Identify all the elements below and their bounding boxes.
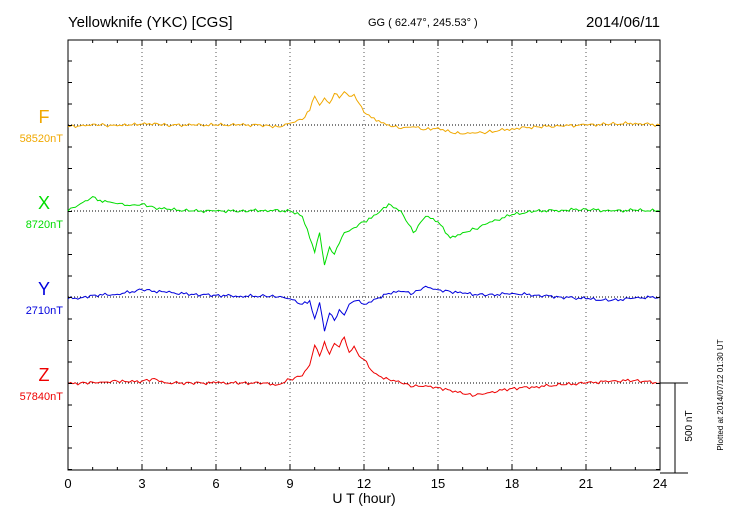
x-tick-label: 0 xyxy=(64,476,71,491)
trace-z xyxy=(67,336,661,397)
trace-y xyxy=(67,285,661,332)
channel-labels: F 58520nT X 8720nT Y 2710nT Z 57840nT xyxy=(20,107,64,403)
channel-y-label: Y xyxy=(38,279,50,299)
x-tick-label: 21 xyxy=(579,476,593,491)
plotted-timestamp: Plotted at 2014/07/12 01:30 UT xyxy=(716,339,725,450)
trace-f xyxy=(67,90,661,135)
x-axis-title: U T (hour) xyxy=(332,490,395,506)
station-coordinates: GG ( 62.47°, 245.53° ) xyxy=(368,17,478,29)
x-tick-label: 12 xyxy=(357,476,371,491)
channel-f-baseline: 58520nT xyxy=(20,133,64,145)
x-axis-ticks: 0 3 6 9 12 15 18 21 24 xyxy=(64,40,667,491)
channel-x-baseline: 8720nT xyxy=(26,219,64,231)
x-tick-label: 24 xyxy=(653,476,667,491)
channel-f-label: F xyxy=(39,107,50,127)
channel-y-baseline: 2710nT xyxy=(26,305,64,317)
station-title: Yellowknife (YKC) [CGS] xyxy=(68,14,233,31)
x-tick-label: 3 xyxy=(138,476,145,491)
x-tick-label: 15 xyxy=(431,476,445,491)
x-tick-label: 9 xyxy=(286,476,293,491)
trace-x xyxy=(67,196,661,266)
channel-x-label: X xyxy=(38,193,50,213)
channel-z-label: Z xyxy=(39,365,50,385)
channel-z-baseline: 57840nT xyxy=(20,391,64,403)
scale-bar: 500 nT xyxy=(660,382,695,474)
grid-lines xyxy=(141,40,587,470)
scale-bar-label: 500 nT xyxy=(684,410,695,441)
data-traces xyxy=(67,90,661,397)
x-tick-label: 6 xyxy=(212,476,219,491)
x-tick-label: 18 xyxy=(505,476,519,491)
chart-date: 2014/06/11 xyxy=(586,14,660,31)
